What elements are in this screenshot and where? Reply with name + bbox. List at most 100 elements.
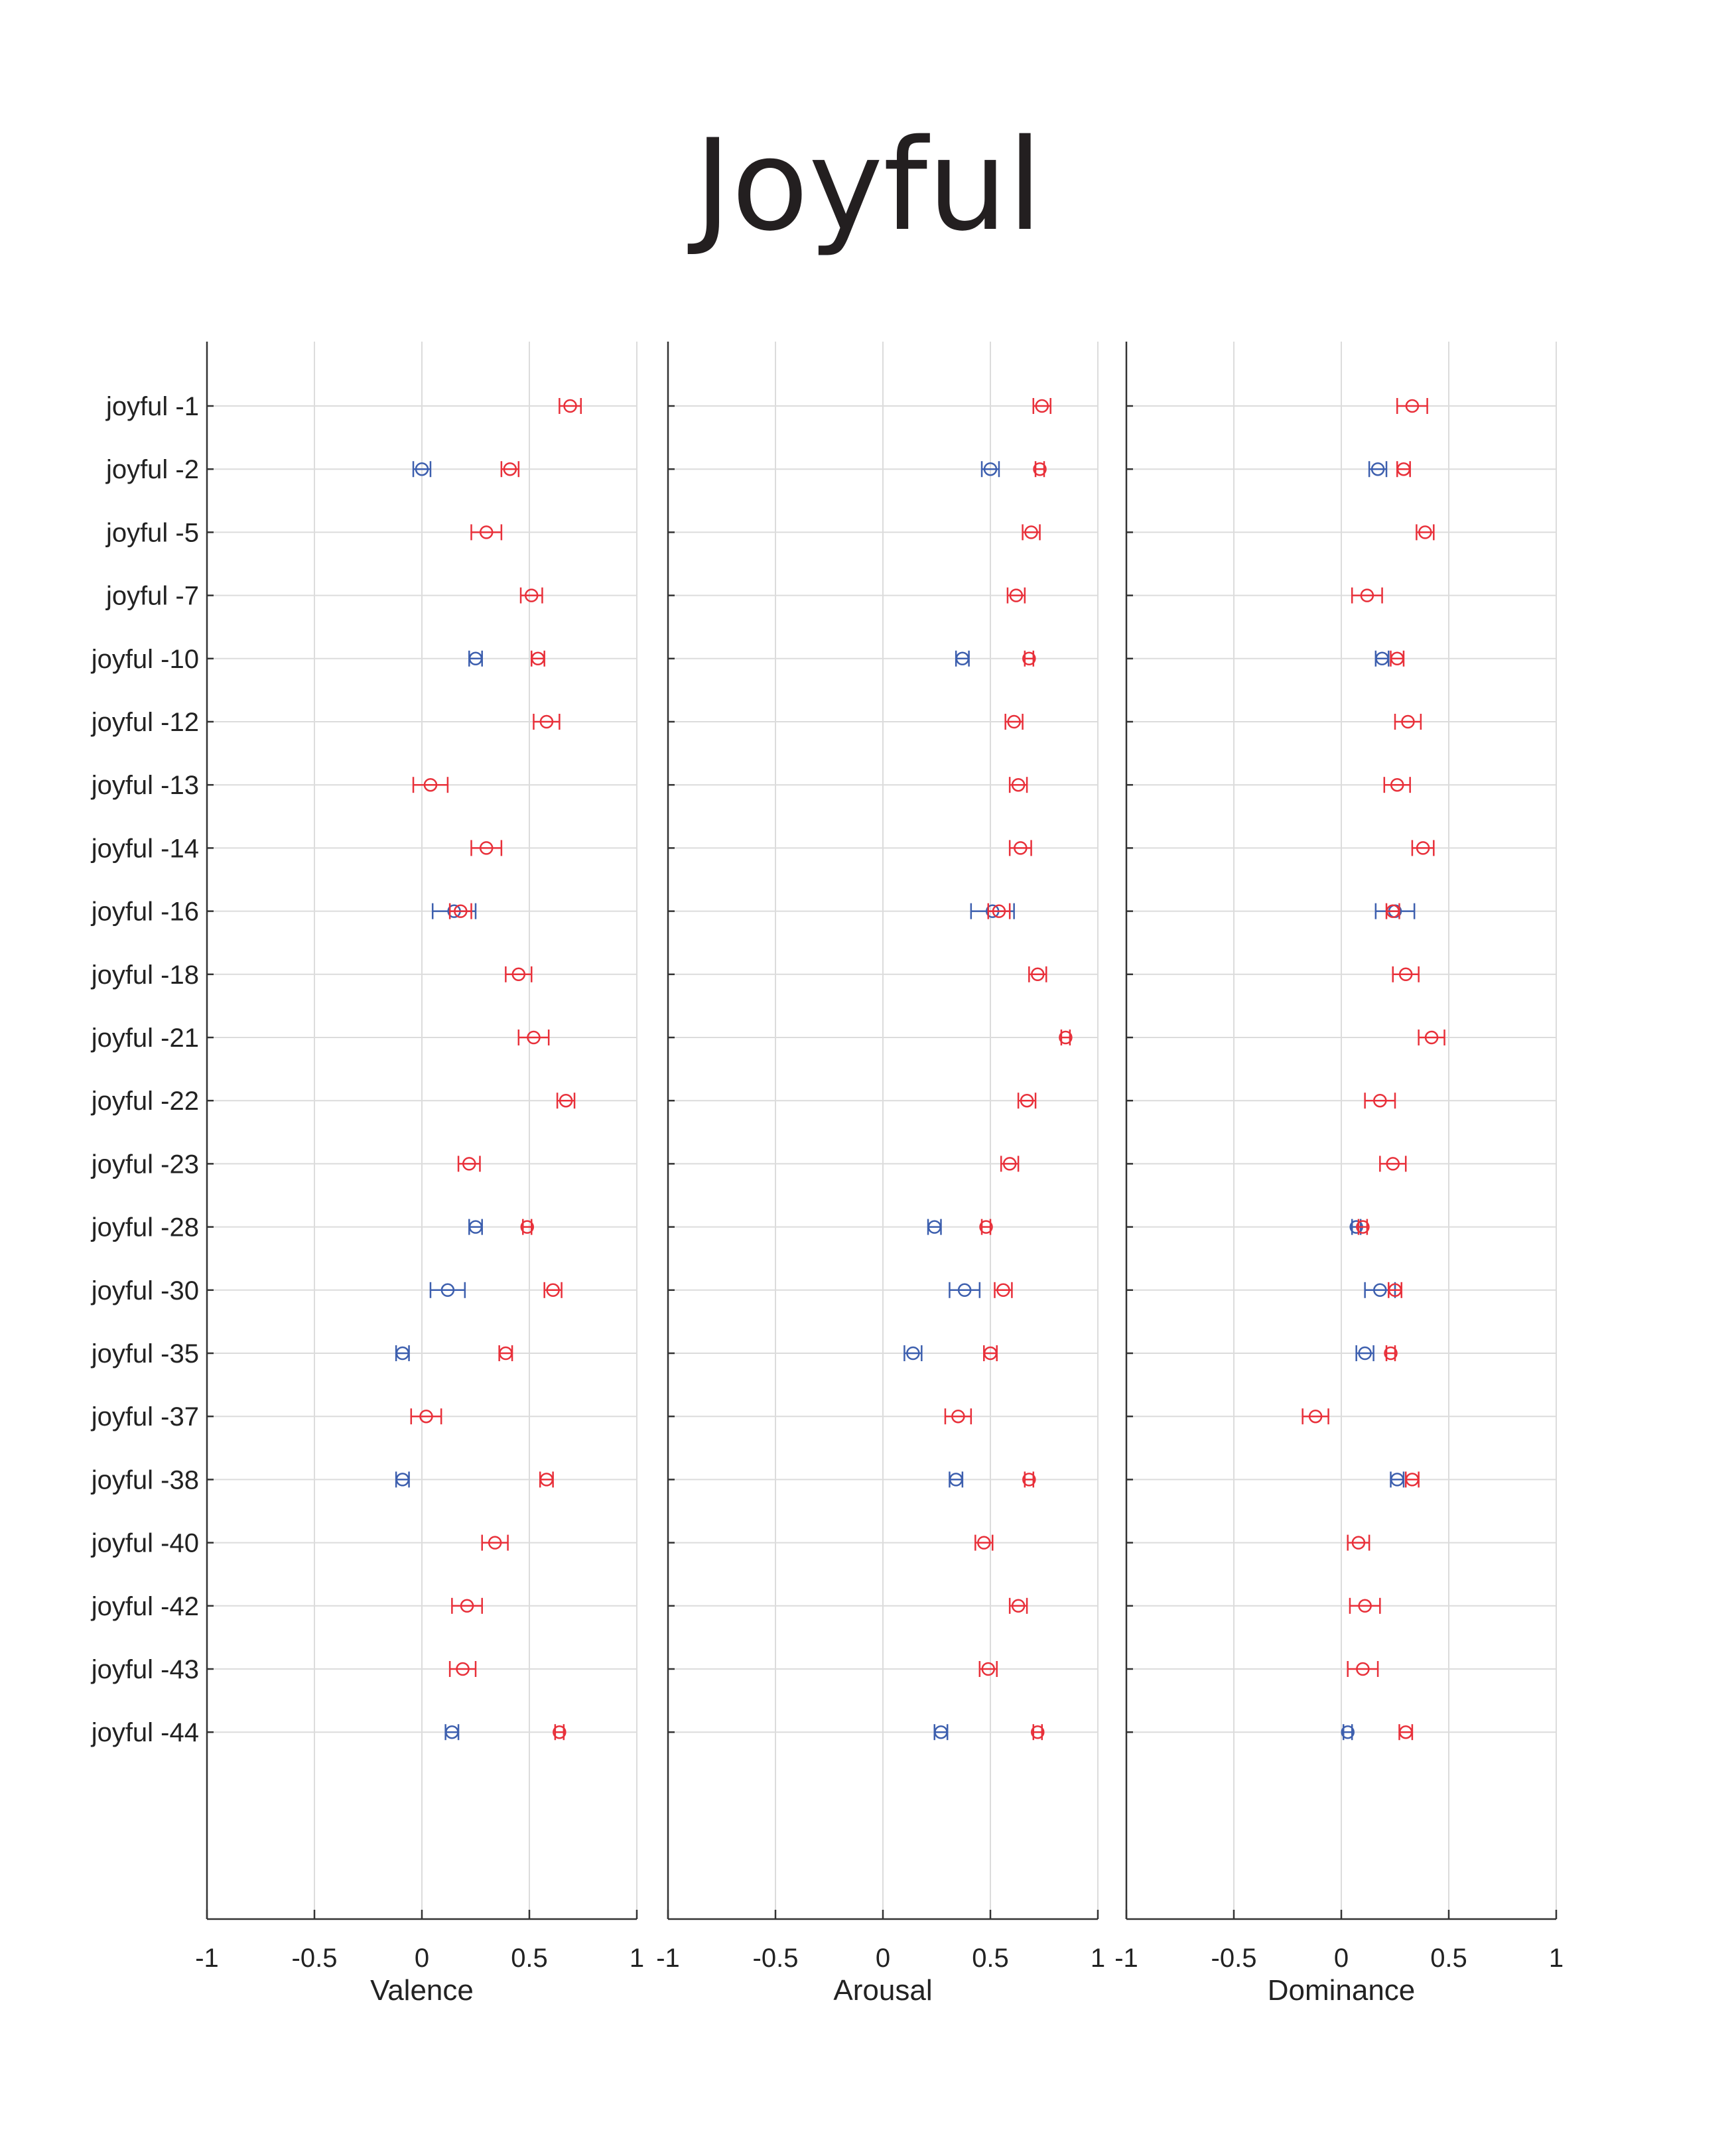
blue-error-point (429, 1282, 466, 1298)
red-error-point (1379, 1156, 1407, 1172)
category-label: joyful -37 (91, 1402, 199, 1432)
x-tick-label: -0.5 (753, 1944, 799, 1973)
red-error-point (1008, 840, 1032, 856)
red-error-point (1392, 966, 1420, 982)
category-label: joyful -1 (105, 392, 199, 421)
red-error-point (979, 1219, 993, 1235)
x-tick-label: -0.5 (292, 1944, 338, 1973)
blue-error-point (1341, 1724, 1355, 1741)
red-error-point (944, 1408, 972, 1425)
blue-error-point (949, 1471, 964, 1488)
red-error-point (1349, 1597, 1381, 1614)
red-error-point (1385, 903, 1400, 919)
blue-error-point (933, 1724, 949, 1741)
x-tick-label: -1 (1114, 1944, 1138, 1973)
red-error-point (1356, 1219, 1370, 1235)
category-label: joyful -7 (105, 582, 199, 611)
blue-error-point (468, 650, 483, 667)
red-error-point (553, 1724, 567, 1741)
red-error-point (974, 1534, 994, 1551)
blue-error-point (1374, 650, 1390, 667)
red-error-point (539, 1471, 554, 1488)
x-tick-label: 0 (415, 1944, 429, 1973)
blue-error-point (468, 1219, 483, 1235)
category-label: joyful -28 (91, 1213, 199, 1242)
red-error-point (1008, 777, 1028, 793)
red-error-point (1411, 840, 1435, 856)
blue-error-point (949, 1282, 981, 1298)
category-label: joyful -14 (91, 834, 199, 863)
category-label: joyful -23 (91, 1150, 199, 1179)
blue-error-point (1355, 1345, 1374, 1361)
red-error-point (530, 650, 545, 667)
red-error-point (500, 461, 520, 478)
category-label: joyful -13 (91, 771, 199, 800)
red-error-point (556, 1093, 576, 1109)
red-error-point (520, 1219, 535, 1235)
x-tick-label: -1 (656, 1944, 680, 1973)
red-error-point (448, 903, 472, 919)
red-error-point (994, 1282, 1013, 1298)
blue-error-point (395, 1345, 410, 1361)
red-error-point (978, 1661, 998, 1677)
red-error-point (1418, 1030, 1445, 1045)
blue-error-point (1368, 461, 1388, 478)
red-error-point (1388, 1282, 1402, 1298)
red-error-point (1022, 1471, 1036, 1488)
red-error-point (1059, 1030, 1073, 1045)
red-error-point (983, 1345, 998, 1361)
red-error-point (1384, 1345, 1398, 1361)
category-label: joyful -42 (91, 1592, 199, 1621)
category-label: joyful -44 (91, 1718, 199, 1747)
red-error-point (1396, 398, 1428, 414)
red-error-point (559, 398, 582, 414)
blue-error-point (903, 1345, 923, 1361)
category-label: joyful -16 (91, 898, 199, 927)
blue-error-point (444, 1724, 460, 1741)
red-error-point (1006, 587, 1026, 604)
category-label: joyful -18 (91, 961, 199, 990)
x-tick-label: 1 (1549, 1944, 1564, 1973)
red-error-point (412, 777, 449, 793)
red-error-point (533, 714, 561, 730)
red-error-point (1404, 1471, 1420, 1488)
red-error-point (1347, 1661, 1379, 1677)
blue-error-point (1390, 1471, 1405, 1488)
red-error-point (1033, 461, 1047, 478)
red-error-point (1302, 1408, 1329, 1425)
panel-arousal: -1 -0.5 0 0.5 1 Arousal (656, 342, 1105, 2007)
x-axis-label: Valence (370, 1974, 474, 2007)
x-tick-label: -1 (195, 1944, 219, 1973)
red-error-point (448, 1661, 477, 1677)
category-label: joyful -21 (91, 1024, 199, 1053)
category-label: joyful -40 (91, 1529, 199, 1558)
x-tick-label: 1 (1091, 1944, 1105, 1973)
x-tick-label: 0 (876, 1944, 890, 1973)
x-tick-label: -0.5 (1211, 1944, 1257, 1973)
red-error-point (1347, 1534, 1370, 1551)
red-error-point (505, 966, 533, 982)
red-error-point (1031, 1724, 1045, 1741)
red-error-point (1383, 777, 1411, 793)
red-error-point (481, 1534, 509, 1551)
red-error-point (543, 1282, 563, 1298)
red-error-point (1017, 1093, 1037, 1109)
red-error-point (1028, 966, 1047, 982)
x-tick-label: 0.5 (1430, 1944, 1467, 1973)
red-error-point (470, 524, 503, 541)
red-error-point (1000, 1156, 1020, 1172)
blue-error-point (412, 461, 432, 478)
x-tick-label: 0 (1334, 1944, 1349, 1973)
category-labels: joyful -1 joyful -2 joyful -5 joyful -7 joyf… (91, 392, 199, 1747)
category-label: joyful -5 (105, 518, 199, 547)
red-error-point (519, 587, 543, 604)
red-error-point (987, 903, 1011, 919)
x-axis-label: Dominance (1268, 1974, 1416, 2007)
red-error-point (1022, 524, 1041, 541)
red-error-point (1351, 587, 1383, 604)
x-tick-label: 0.5 (972, 1944, 1009, 1973)
category-label: joyful -35 (91, 1339, 199, 1368)
red-error-point (1416, 524, 1435, 541)
red-error-point (1396, 461, 1411, 478)
